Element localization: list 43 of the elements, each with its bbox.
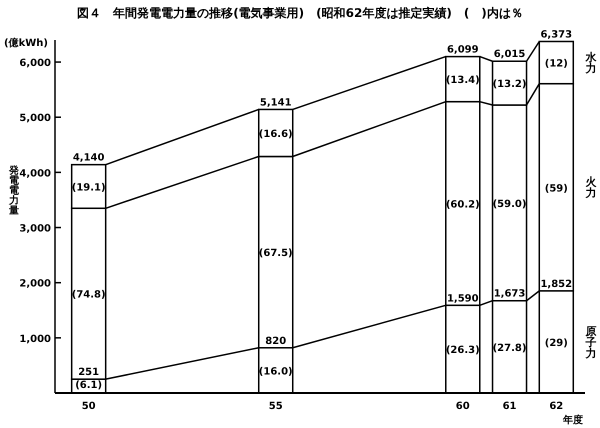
annotation: (19.1) (72, 182, 106, 194)
annotation: (67.5) (258, 248, 293, 260)
annotation: (16.6) (258, 128, 293, 140)
annotation: (59) (544, 183, 568, 194)
series-label: 水力 (584, 50, 598, 75)
y-tick-label: 1,000 (19, 334, 52, 345)
x-tick-label: 60 (456, 401, 470, 412)
x-tick-label: 62 (549, 401, 564, 412)
annotation: (13.4) (446, 75, 480, 86)
annotation: (16.0) (258, 366, 293, 378)
annotation: (26.3) (446, 345, 480, 356)
annotation: (60.2) (446, 199, 480, 210)
total-label: 6,099 (446, 44, 479, 56)
annotation: 1,852 (540, 278, 572, 290)
annotation: 1,590 (446, 293, 479, 304)
annotation: (13.2) (492, 79, 526, 90)
annotation: (12) (544, 58, 568, 70)
y-tick-label: 3,000 (19, 224, 52, 235)
annotation: 1,673 (494, 288, 526, 300)
series-label: 火力 (584, 176, 598, 200)
y-tick-label: 5,000 (19, 113, 52, 124)
chart-title: 図４ 年間発電電力量の推移(電気事業用) (昭和62年度は推定実績) ( )内は％ (77, 6, 523, 20)
annotation: 251 (78, 367, 100, 378)
annotation: 820 (265, 336, 286, 347)
text: (億kWh) (4, 37, 48, 49)
total-label: 5,141 (260, 97, 292, 108)
y-tick-label: 4,000 (19, 168, 52, 180)
series-label: 原子力 (584, 324, 596, 360)
x-tick-label: 50 (82, 401, 96, 412)
x-axis-title: 年度 (562, 414, 583, 426)
y-tick-label: 2,000 (19, 278, 52, 290)
x-tick-label: 61 (502, 401, 517, 412)
annotation: (29) (544, 338, 568, 349)
annotation: (74.8) (72, 290, 106, 301)
y-axis-title: 発電電力量 (8, 164, 20, 216)
annotation: (59.0) (492, 198, 526, 210)
total-label: 6,015 (494, 49, 526, 60)
annotation: (27.8) (492, 342, 526, 354)
total-label: 6,373 (540, 29, 572, 40)
x-tick-label: 55 (268, 401, 283, 412)
annotation: (6.1) (75, 380, 102, 391)
total-label: 4,140 (72, 152, 105, 164)
y-tick-label: 6,000 (19, 58, 52, 70)
